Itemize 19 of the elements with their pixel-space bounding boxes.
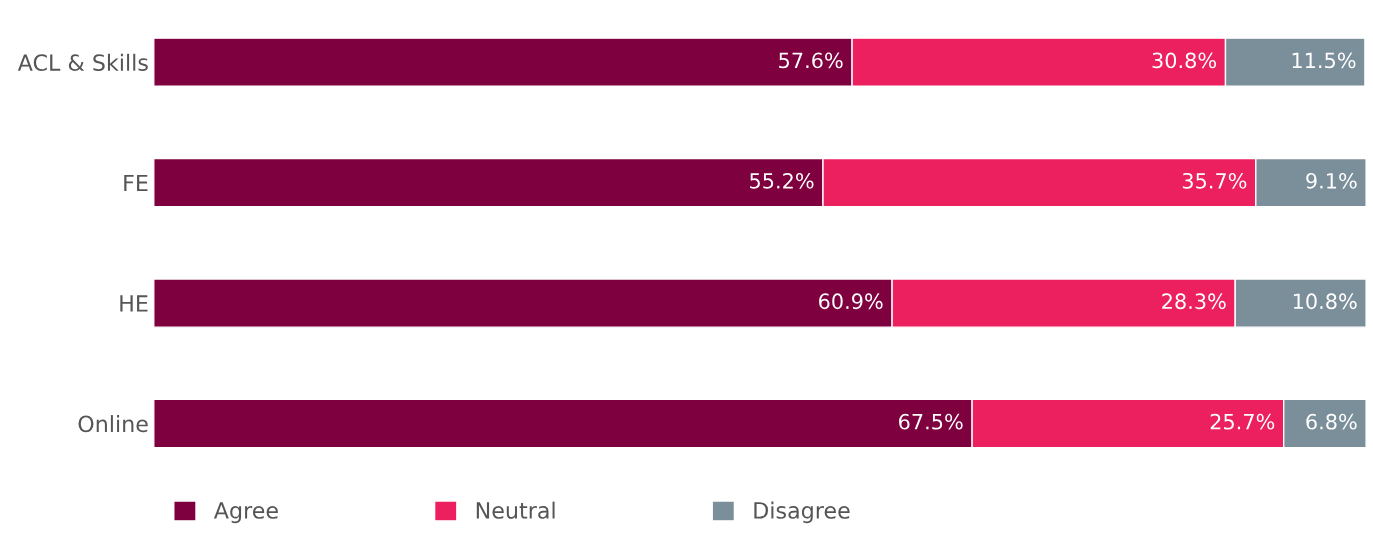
data-label: 6.8% [1306,413,1357,430]
data-label: 28.3% [1162,293,1226,310]
data-label: 35.7% [1182,172,1247,189]
data-label: 9.1% [1306,172,1357,189]
legend-label: Neutral [476,501,555,519]
data-label: 11.5% [1292,52,1356,69]
data-label: 60.9% [819,293,883,310]
legend-label: Disagree [754,501,850,524]
data-label: 25.7% [1210,413,1275,430]
y-tick-label: HE [120,295,148,312]
data-label: 67.5% [899,413,963,430]
y-tick-label: FE [124,174,148,192]
legend-label: Agree [213,502,278,524]
y-tick-label: Online [78,415,148,433]
data-label: 55.2% [750,172,814,189]
y-tick-label: ACL & Skills [17,53,148,71]
data-label: 30.8% [1152,52,1217,69]
data-label: 57.6% [779,52,843,69]
data-label: 10.8% [1293,293,1357,310]
